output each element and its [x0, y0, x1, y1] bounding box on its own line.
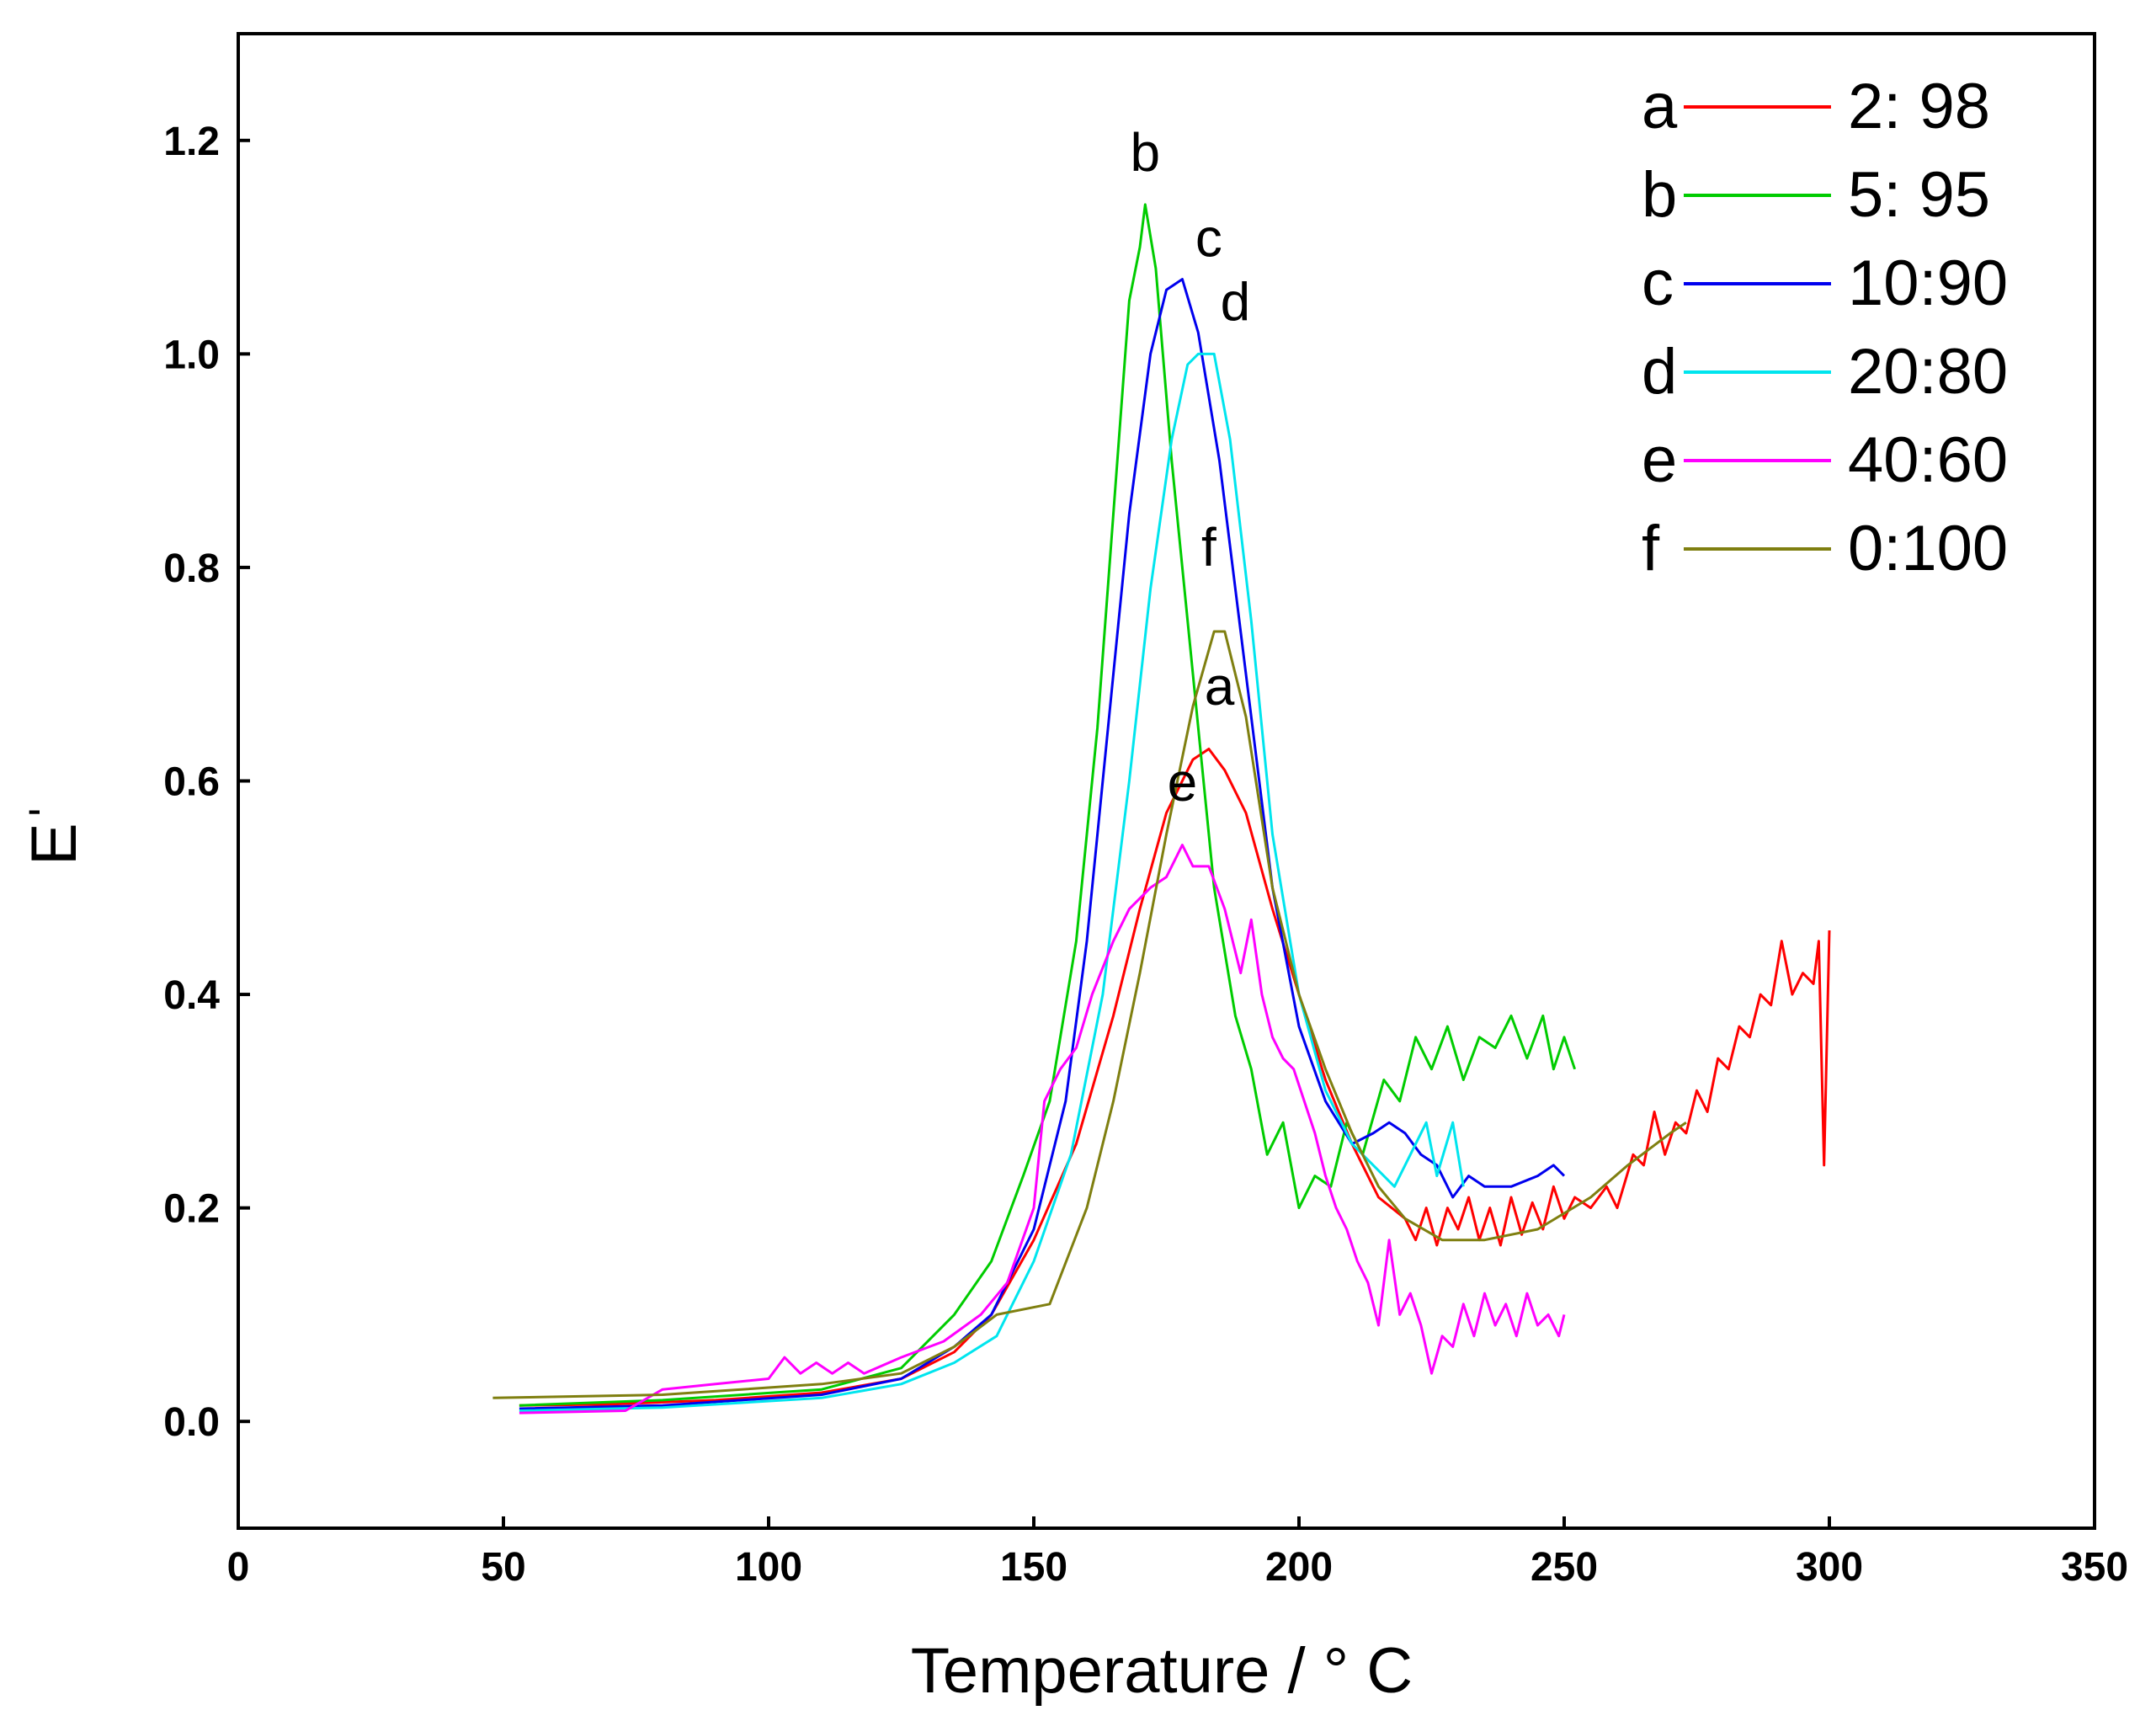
x-tick-label: 50	[481, 1545, 525, 1590]
x-tick-label: 350	[2061, 1545, 2128, 1590]
x-axis-title: Temperature / ° C	[911, 1635, 1413, 1707]
x-tick-label: 200	[1265, 1545, 1333, 1590]
peak-label-f: f	[1201, 517, 1216, 578]
x-tick-label: 300	[1796, 1545, 1863, 1590]
legend-key-d: d	[1642, 336, 1677, 408]
legend-label-e: 40:60	[1848, 424, 2008, 496]
x-tick-label: 150	[1000, 1545, 1067, 1590]
series-line-a	[519, 748, 1831, 1407]
legend: a 2: 98 b 5: 95 c 10:90 d 20:80 e 40:60 f 0:100	[1642, 71, 2008, 584]
x-tick-label: 250	[1530, 1545, 1598, 1590]
y-tick-label: 1.0	[163, 333, 220, 377]
legend-label-a: 2: 98	[1848, 71, 1990, 142]
plot-frame	[237, 32, 2096, 1530]
legend-key-c: c	[1642, 248, 1674, 319]
series-layer	[492, 203, 1831, 1415]
series-line-f	[492, 630, 1687, 1399]
legend-label-b: 5: 95	[1848, 159, 1990, 231]
legend-label-c: 10:90	[1848, 248, 2008, 319]
peak-label-b: b	[1131, 122, 1161, 183]
plot-border	[237, 32, 2096, 1530]
legend-key-e: e	[1642, 424, 1677, 496]
y-tick-label: 0.2	[163, 1187, 220, 1232]
x-axis-ticks: 0 50 100 150 200 250 300 350	[227, 1516, 2128, 1590]
peak-annotations: bcd f ae	[1131, 122, 1251, 813]
series-line-d	[519, 352, 1465, 1412]
legend-key-f: f	[1642, 513, 1660, 584]
y-tick-label: 0.0	[163, 1400, 220, 1445]
peak-label-a: a	[1205, 656, 1235, 717]
y-axis-ticks: 0.0 0.2 0.4 0.6 0.8 1.0 1.2	[163, 120, 250, 1445]
y-tick-label: 0.6	[163, 760, 220, 805]
y-tick-label: 1.2	[163, 120, 220, 164]
legend-key-a: a	[1642, 71, 1678, 142]
peak-label-c: c	[1195, 207, 1222, 268]
y-tick-label: 0.8	[163, 546, 220, 591]
legend-label-f: 0:100	[1848, 513, 2008, 584]
peak-label-e: e	[1168, 752, 1198, 813]
x-tick-label: 100	[735, 1545, 802, 1590]
series-line-e	[519, 844, 1566, 1415]
x-tick-label: 0	[227, 1545, 250, 1590]
legend-key-b: b	[1642, 159, 1677, 231]
y-axis-title: Eˈ	[19, 802, 90, 866]
peak-label-d: d	[1221, 271, 1251, 332]
y-tick-label: 0.4	[163, 973, 220, 1018]
legend-label-d: 20:80	[1848, 336, 2008, 408]
